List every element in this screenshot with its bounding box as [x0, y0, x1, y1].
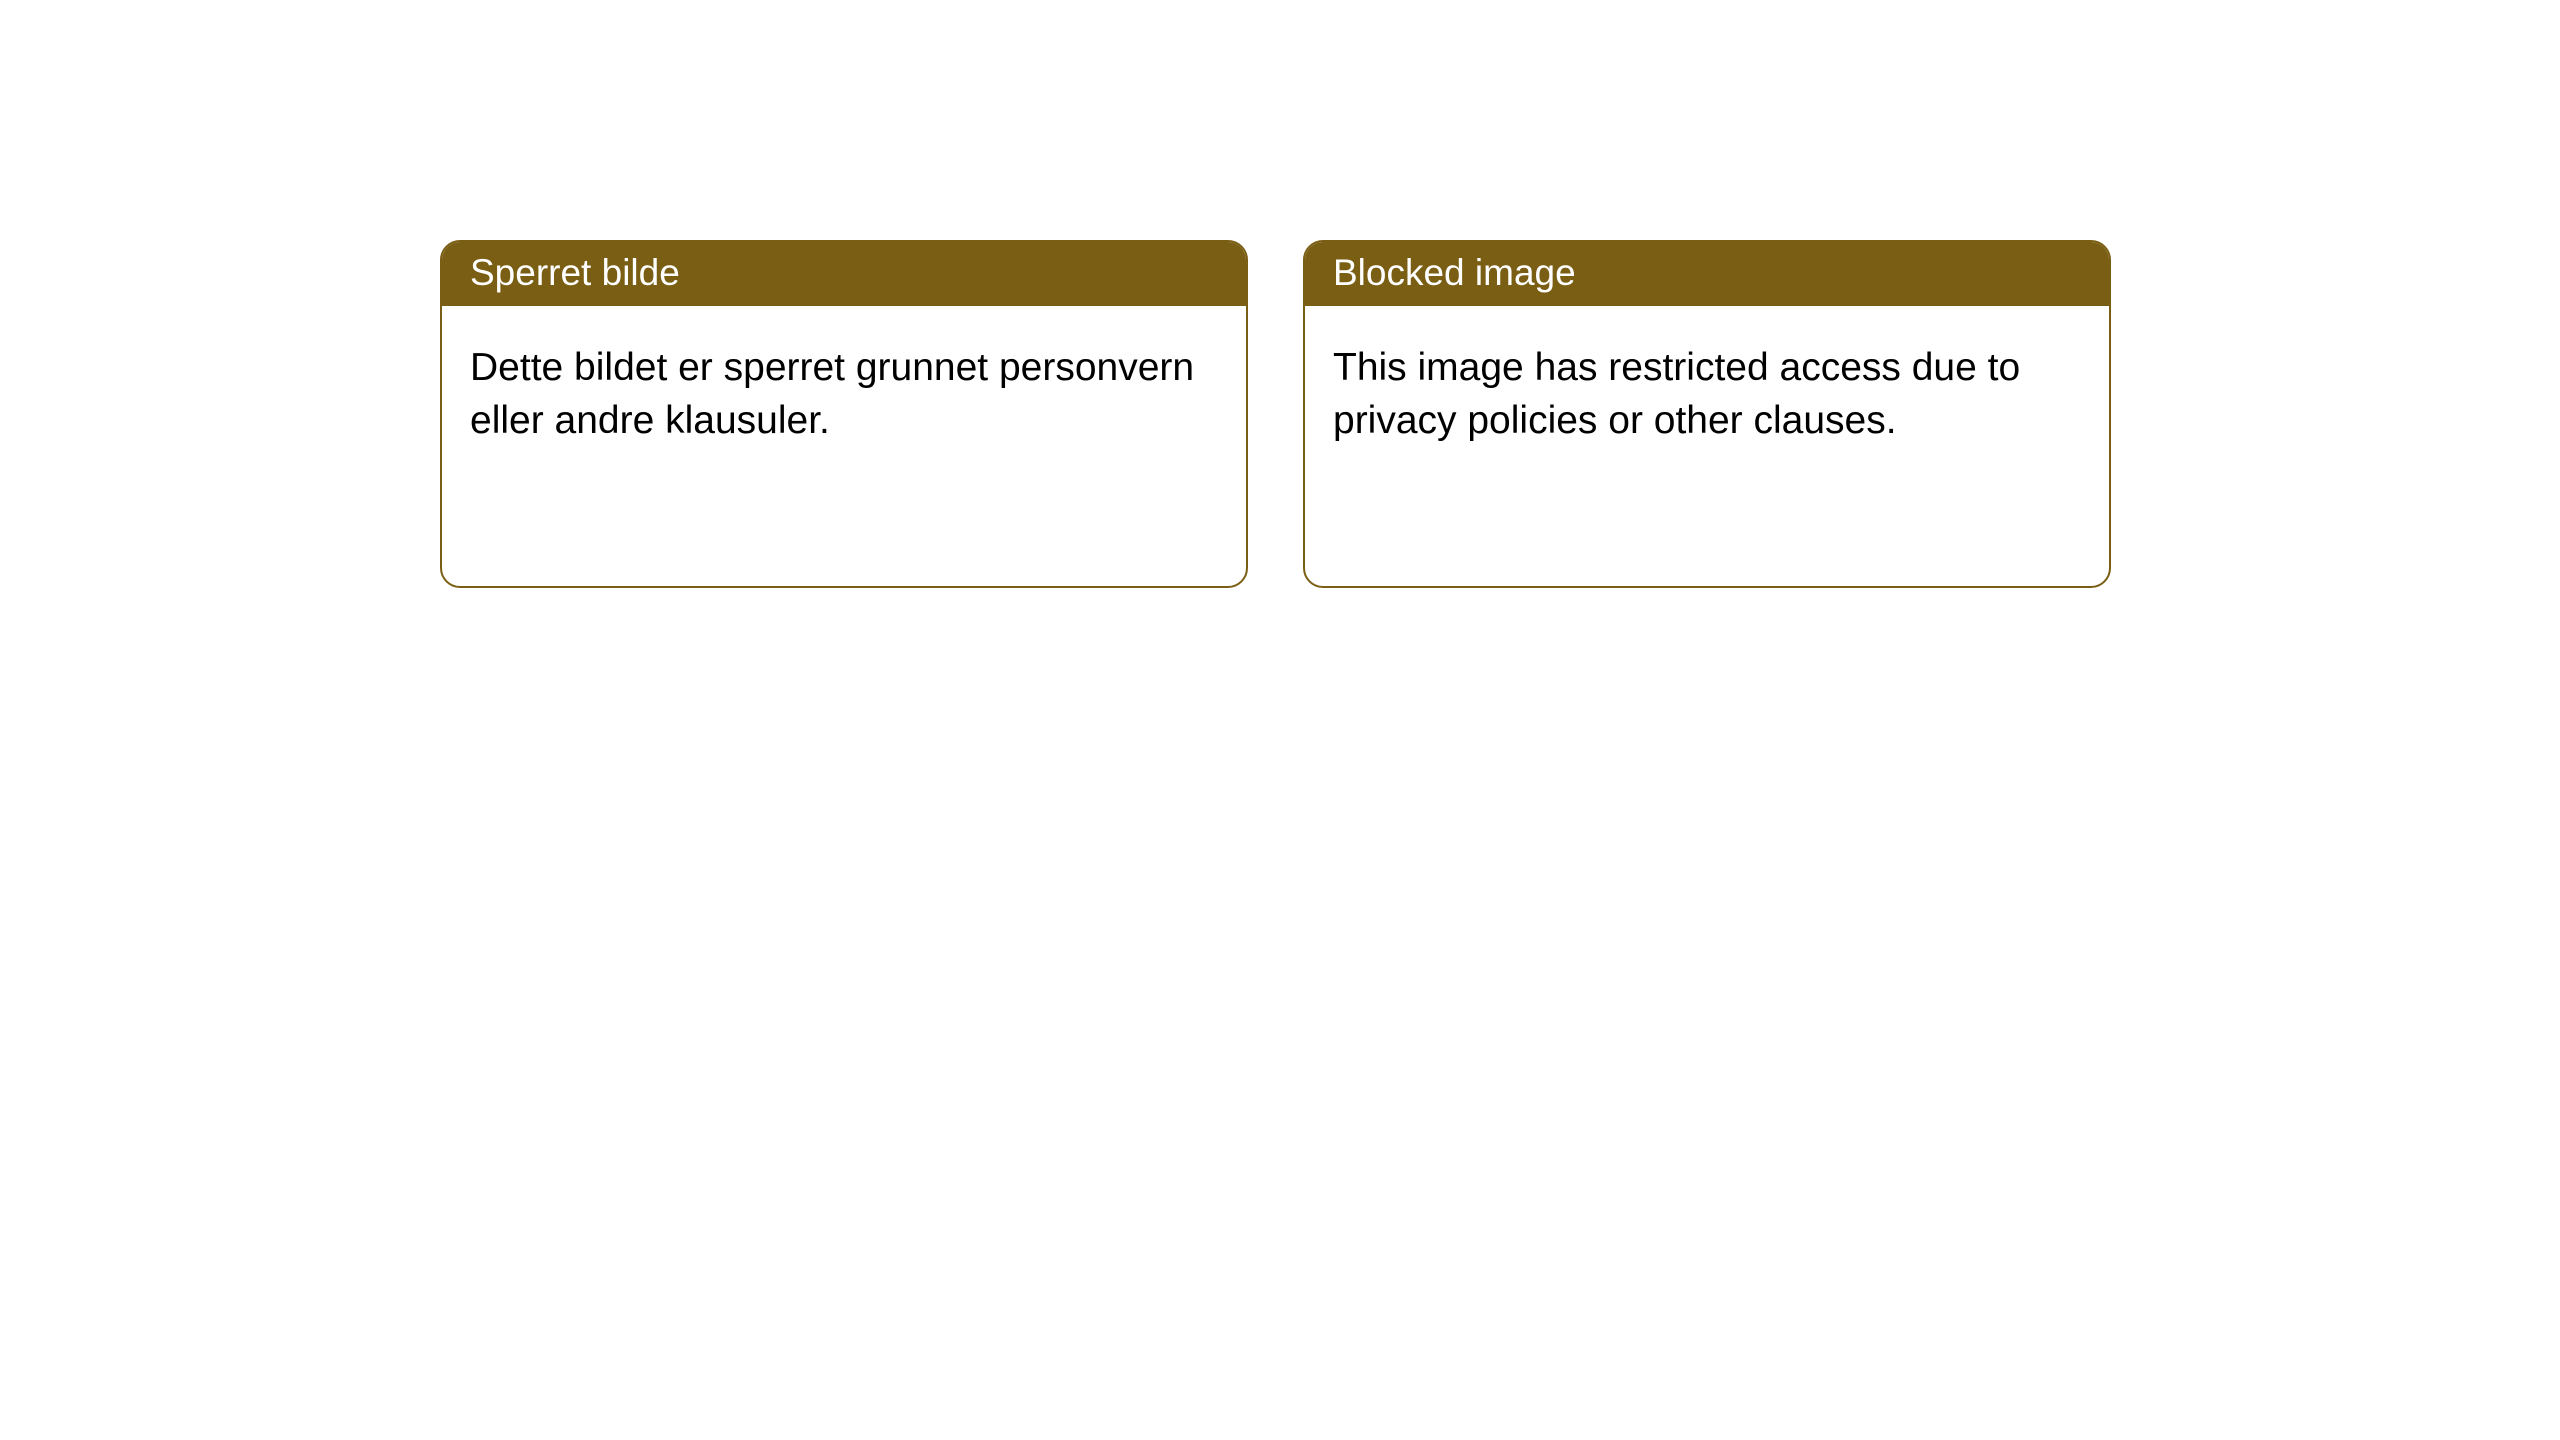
card-title: Sperret bilde — [470, 252, 680, 293]
card-body: Dette bildet er sperret grunnet personve… — [442, 306, 1246, 586]
notice-card-en: Blocked image This image has restricted … — [1303, 240, 2111, 588]
notice-container: Sperret bilde Dette bildet er sperret gr… — [0, 0, 2560, 588]
card-body-text: This image has restricted access due to … — [1333, 346, 2020, 442]
card-body-text: Dette bildet er sperret grunnet personve… — [470, 346, 1194, 442]
notice-card-no: Sperret bilde Dette bildet er sperret gr… — [440, 240, 1248, 588]
card-header: Blocked image — [1305, 242, 2109, 306]
card-body: This image has restricted access due to … — [1305, 306, 2109, 586]
card-header: Sperret bilde — [442, 242, 1246, 306]
card-title: Blocked image — [1333, 252, 1576, 293]
